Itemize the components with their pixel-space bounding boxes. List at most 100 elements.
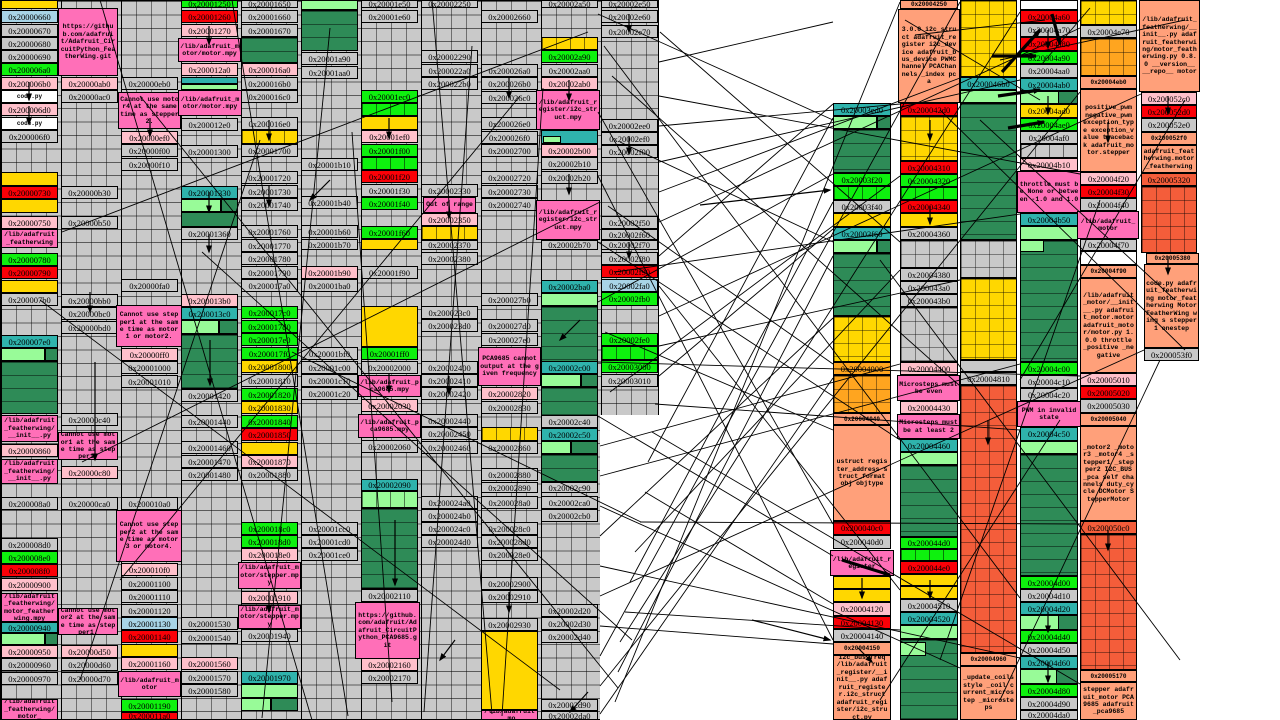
memory-cell: 0x20000f00 — [121, 144, 178, 157]
memory-cell: 0x200028e0 — [481, 548, 538, 561]
memory-cell: 0x20001ec0 — [361, 90, 418, 103]
memory-block — [181, 334, 238, 389]
memory-cell: 0x20005010 — [1080, 373, 1137, 386]
memory-cell: 0x20002d30 — [541, 617, 598, 630]
memory-cell: 0x20004d90 — [1020, 697, 1078, 710]
memory-cell: 0x20001010 — [121, 375, 178, 388]
memory-block — [361, 103, 418, 116]
memory-block — [900, 116, 958, 161]
memory-block — [900, 586, 958, 599]
memory-block — [960, 240, 1017, 278]
memory-cell: 0x20002b20 — [541, 171, 598, 184]
memory-cell: 0x200052c0 — [1141, 92, 1197, 105]
memory-cell: 0x20002740 — [481, 198, 538, 211]
memory-cell: 0x20003f60 — [833, 227, 891, 240]
note-cell: /lib/adafruit_motor/__init__.py adafruit… — [1080, 278, 1137, 373]
memory-cell: 0x20000b30 — [61, 186, 118, 199]
memory-cell: 0x20004da0 — [1020, 710, 1078, 720]
memory-cell: 0x20002f90 — [601, 265, 658, 278]
memory-cell: 0x20001840 — [241, 415, 298, 428]
memory-cell: 0x20003010 — [601, 374, 658, 387]
memory-cell: 0x20001e50 — [361, 0, 418, 8]
memory-cell: 0x20000ac0 — [61, 90, 118, 103]
memory-cell: 0x20002cb0 — [541, 509, 598, 522]
reference-edge — [658, 21, 834, 63]
memory-cell: 0x20000960 — [1, 658, 58, 671]
memory-cell: 0x200043b0 — [900, 294, 958, 307]
note-cell: /lib/adafruit_register — [830, 550, 894, 576]
memory-cell: 0x200052f0 — [1141, 132, 1197, 145]
memory-cell: 0x200027b0 — [481, 293, 538, 306]
memory-cell: 0x20003f20 — [833, 173, 891, 186]
memory-cell: 0x20001cd0 — [301, 535, 358, 548]
memory-block — [181, 320, 219, 334]
memory-block — [541, 306, 598, 362]
memory-block — [1080, 534, 1137, 670]
memory-cell: 0x200010f0 — [121, 563, 178, 576]
memory-cell: 0x20001270 — [181, 24, 238, 37]
memory-cell: 0x20000660 — [1, 10, 58, 23]
memory-block — [900, 452, 958, 465]
memory-cell: 0x200042d0 — [900, 103, 958, 116]
memory-block — [571, 441, 598, 454]
memory-block — [361, 116, 418, 130]
memory-cell: 0x20004d80 — [1020, 684, 1078, 697]
memory-block — [1, 0, 58, 9]
memory-cell: 0x20000750 — [1, 216, 58, 229]
memory-cell: 0x200016c0 — [241, 90, 298, 103]
memory-cell: 0x20002b10 — [541, 157, 598, 170]
memory-block — [241, 684, 298, 698]
memory-cell: 0x200016b0 — [241, 77, 298, 90]
note-cell: _update_coils style _coil current_micros… — [960, 666, 1017, 720]
memory-cell: 0x20005170 — [1080, 670, 1137, 682]
memory-cell: 0x20002f00 — [601, 145, 658, 158]
memory-cell: 0x200017c0 — [241, 306, 298, 319]
memory-cell: 0x20004b50 — [1020, 213, 1078, 226]
memory-cell: 0x20001730 — [241, 185, 298, 198]
memory-block — [121, 644, 178, 657]
memory-cell: 0x20002fe0 — [601, 333, 658, 346]
memory-cell: 0x20004380 — [900, 268, 958, 281]
memory-block — [960, 385, 1017, 653]
memory-cell: 0x200052d0 — [1141, 105, 1197, 118]
memory-cell: 0x20004360 — [900, 227, 958, 240]
memory-cell: 0x20002e70 — [601, 25, 658, 38]
memory-cell: 0x20001360 — [181, 227, 238, 240]
memory-cell: 0x20002b70 — [541, 240, 598, 250]
note-cell: throttle must be None or between -1.0 an… — [1017, 171, 1081, 213]
memory-block — [181, 77, 238, 84]
memory-cell: 0x20000730 — [1, 186, 58, 199]
memory-block — [900, 307, 958, 362]
memory-cell: 0x20004810 — [960, 372, 1017, 385]
note-cell: /lib/adafruit_featherwing/motor_featherw… — [1, 593, 58, 622]
memory-cell: 0x20001650 — [241, 0, 298, 8]
memory-cell: 0x20002410 — [421, 374, 478, 387]
note-cell: Cannot use motor1 at the same time as st… — [58, 432, 118, 460]
memory-cell: 0x20001ef0 — [361, 130, 418, 143]
memory-cell: 0x20001700 — [241, 144, 298, 157]
memory-block — [543, 136, 561, 143]
memory-cell: 0x200053f0 — [1144, 348, 1199, 361]
memory-cell: 0x20001100 — [121, 577, 178, 590]
memory-cell: 0x200007b0 — [1, 293, 58, 306]
memory-cell: 0x200018c0 — [241, 522, 298, 535]
memory-cell: 0x20004d40 — [1020, 630, 1078, 643]
memory-cell: 0x200006b0 — [1, 77, 58, 90]
memory-block — [900, 240, 958, 268]
memory-cell: 0x20004460 — [900, 439, 958, 452]
memory-block — [833, 253, 891, 316]
note-cell: /lib/adafruit_featherwing/__init__.py ad… — [1139, 0, 1200, 92]
memory-cell: 0x20004d10 — [1020, 589, 1078, 602]
note-cell: /lib/adafruit_featherwing/motor_ — [1, 699, 58, 720]
memory-cell: 0x20002660 — [481, 10, 538, 23]
memory-cell: 0x20002e60 — [601, 10, 658, 23]
memory-cell: 0x20001440 — [181, 415, 238, 428]
memory-cell: 0x20004520 — [900, 612, 958, 625]
memory-cell: 0x200024c0 — [421, 522, 478, 535]
memory-cell: 0x20000ff0 — [121, 348, 178, 361]
memory-cell: 0x20001880 — [241, 468, 298, 481]
memory-cell: 0x20001940 — [241, 629, 298, 642]
memory-block — [181, 199, 221, 212]
memory-cell: 0x20004140 — [833, 629, 891, 642]
memory-cell: 0x20002820 — [481, 387, 538, 400]
